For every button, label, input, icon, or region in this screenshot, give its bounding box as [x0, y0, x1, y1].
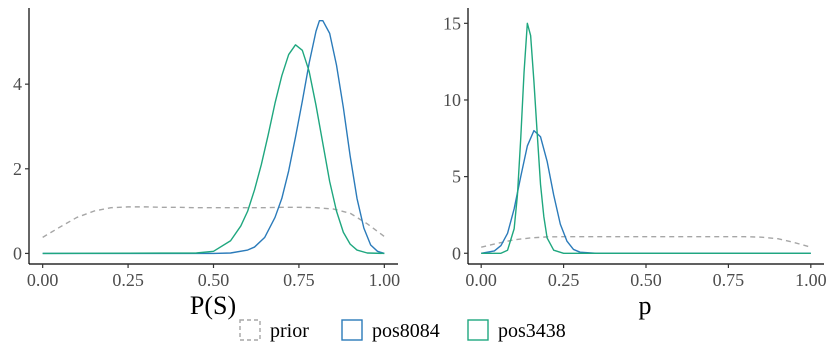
right-x-tick-label: 0.50 [630, 270, 662, 290]
left-series-pos3438 [42, 44, 385, 255]
legend-label-prior: prior [270, 320, 309, 342]
right-series-pos3438 [481, 22, 811, 254]
right-plot-lines [481, 22, 811, 254]
left-y-tick-label: 0 [13, 243, 22, 263]
right-series-prior [481, 236, 811, 248]
right-x-tick-label: 0.00 [465, 270, 497, 290]
right-y-tick-label: 0 [452, 243, 461, 263]
left-x-tick-label: 0.50 [198, 270, 230, 290]
right-x-tick-label: 0.25 [548, 270, 580, 290]
legend-item-pos8084: pos8084 [341, 319, 440, 342]
legend-item-prior: prior [239, 319, 309, 342]
left-x-ticks: 0.00 0.25 0.50 0.75 1.00 [27, 264, 400, 290]
legend-label-pos3438: pos3438 [498, 320, 566, 342]
left-y-ticks: 0 2 4 [13, 74, 29, 263]
left-series-pos8084 [42, 19, 385, 255]
right-x-tick-label: 1.00 [795, 270, 827, 290]
right-x-tick-label: 0.75 [713, 270, 745, 290]
right-y-tick-label: 5 [452, 167, 461, 187]
left-x-tick-label: 0.75 [283, 270, 315, 290]
right-panel: 0 5 10 15 0.00 0.25 0.50 0.75 1.00 p [443, 8, 827, 320]
legend-label-pos8084: pos8084 [372, 320, 440, 342]
right-y-ticks: 0 5 10 15 [443, 13, 468, 263]
left-series-prior [42, 206, 385, 238]
left-plot-lines [42, 19, 385, 255]
right-x-ticks: 0.00 0.25 0.50 0.75 1.00 [465, 264, 827, 290]
left-x-tick-label: 0.00 [27, 270, 59, 290]
legend-key-prior [239, 319, 261, 341]
left-x-tick-label: 1.00 [369, 270, 401, 290]
legend-key-pos8084 [341, 319, 363, 341]
left-x-axis-title: P(S) [190, 291, 236, 320]
right-y-tick-label: 10 [443, 90, 461, 110]
left-x-tick-label: 0.25 [112, 270, 144, 290]
left-y-tick-label: 4 [13, 74, 22, 94]
left-y-tick-label: 2 [13, 159, 22, 179]
legend: prior pos8084 pos3438 [239, 319, 566, 342]
legend-item-pos3438: pos3438 [467, 319, 566, 342]
left-panel: 0 2 4 0.00 0.25 0.50 0.75 1.00 P(S) [13, 8, 400, 320]
right-y-tick-label: 15 [443, 13, 461, 33]
legend-key-pos3438 [467, 319, 489, 341]
right-x-axis-title: p [639, 291, 652, 320]
right-series-pos8084 [481, 129, 811, 254]
